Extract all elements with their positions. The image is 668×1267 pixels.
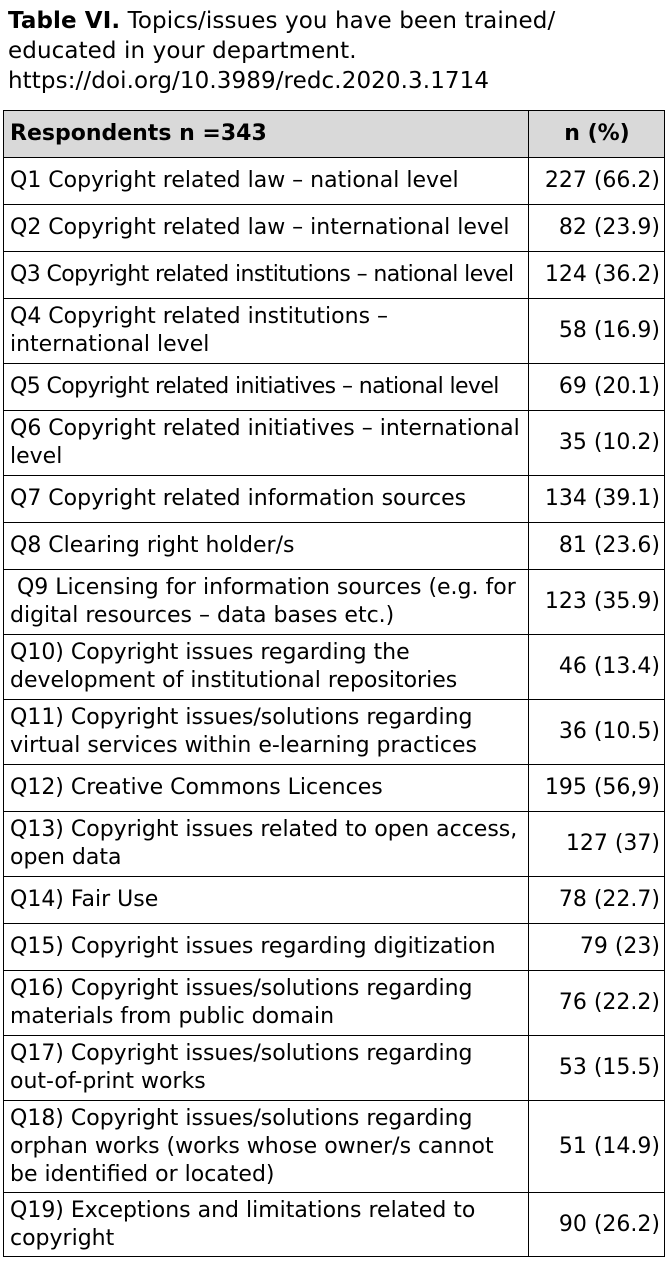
- value-cell: 69 (20.1): [528, 363, 665, 411]
- value-cell: 78 (22.7): [528, 876, 665, 924]
- respondents-header: Respondents n =343: [3, 110, 529, 158]
- topic-cell: Q4 Copyright related institutions – inte…: [3, 298, 529, 364]
- table-row: Q8 Clearing right holder/s 81 (23.6): [3, 522, 665, 570]
- table-row: Q13) Copyright issues related to open ac…: [3, 811, 665, 877]
- table-row: Q4 Copyright related institutions – inte…: [3, 298, 665, 364]
- table-row: Q7 Copyright related information sources…: [3, 475, 665, 523]
- table-title: Topics/issues you have been trained/ edu…: [8, 8, 556, 64]
- table-row: Q12) Creative Commons Licences 195 (56,9…: [3, 764, 665, 812]
- topic-cell: Q1 Copyright related law – national leve…: [3, 157, 529, 205]
- table-row: Q17) Copyright issues/solutions regardin…: [3, 1035, 665, 1101]
- value-cell: 82 (23.9): [528, 204, 665, 252]
- table-row: Q3 Copyright related institutions – nati…: [3, 251, 665, 299]
- topic-cell: Q8 Clearing right holder/s: [3, 522, 529, 570]
- table-row: Q11) Copyright issues/solutions regardin…: [3, 699, 665, 765]
- topic-cell: Q18) Copyright issues/solutions regardin…: [3, 1100, 529, 1193]
- table-row: Q5 Copyright related initiatives – natio…: [3, 363, 665, 411]
- table-row: Q15) Copyright issues regarding digitiza…: [3, 923, 665, 971]
- topic-cell: Q3 Copyright related institutions – nati…: [3, 251, 529, 299]
- results-table: Respondents n =343 n (%) Q1 Copyright re…: [3, 110, 665, 1257]
- topic-cell: Q7 Copyright related information sources: [3, 475, 529, 523]
- doi-link[interactable]: https://doi.org/10.3989/redc.2020.3.1714: [8, 68, 490, 94]
- topic-cell: Q11) Copyright issues/solutions regardin…: [3, 699, 529, 765]
- topic-cell: Q17) Copyright issues/solutions regardin…: [3, 1035, 529, 1101]
- table-label: Table VI.: [8, 8, 121, 34]
- value-cell: 124 (36.2): [528, 251, 665, 299]
- topic-cell: Q6 Copyright related initiatives – inter…: [3, 410, 529, 476]
- value-cell: 227 (66.2): [528, 157, 665, 205]
- topic-cell: Q14) Fair Use: [3, 876, 529, 924]
- topic-cell: Q16) Copyright issues/solutions regardin…: [3, 970, 529, 1036]
- header-row: Respondents n =343 n (%): [3, 110, 665, 158]
- topic-cell: Q9 Licensing for information sources (e.…: [3, 569, 529, 635]
- value-cell: 127 (37): [528, 811, 665, 877]
- table-row: Q2 Copyright related law – international…: [3, 204, 665, 252]
- table-row: Q19) Exceptions and limitations related …: [3, 1192, 665, 1257]
- topic-cell: Q2 Copyright related law – international…: [3, 204, 529, 252]
- value-cell: 36 (10.5): [528, 699, 665, 765]
- table-row: Q10) Copyright issues regarding the deve…: [3, 634, 665, 700]
- table-row: Q14) Fair Use 78 (22.7): [3, 876, 665, 924]
- topic-cell: Q10) Copyright issues regarding the deve…: [3, 634, 529, 700]
- topic-cell: Q5 Copyright related initiatives – natio…: [3, 363, 529, 411]
- value-cell: 35 (10.2): [528, 410, 665, 476]
- value-cell: 51 (14.9): [528, 1100, 665, 1193]
- value-cell: 90 (26.2): [528, 1192, 665, 1257]
- value-cell: 195 (56,9): [528, 764, 665, 812]
- value-cell: 123 (35.9): [528, 569, 665, 635]
- table-row: Q9 Licensing for information sources (e.…: [3, 569, 665, 635]
- table-row: Q18) Copyright issues/solutions regardin…: [3, 1100, 665, 1193]
- table-row: Q6 Copyright related initiatives – inter…: [3, 410, 665, 476]
- value-cell: 79 (23): [528, 923, 665, 971]
- topic-cell: Q19) Exceptions and limitations related …: [3, 1192, 529, 1257]
- value-cell: 81 (23.6): [528, 522, 665, 570]
- value-cell: 46 (13.4): [528, 634, 665, 700]
- table-row: Q1 Copyright related law – national leve…: [3, 157, 665, 205]
- value-cell: 134 (39.1): [528, 475, 665, 523]
- table-row: Q16) Copyright issues/solutions regardin…: [3, 970, 665, 1036]
- value-header: n (%): [528, 110, 665, 158]
- value-cell: 58 (16.9): [528, 298, 665, 364]
- value-cell: 53 (15.5): [528, 1035, 665, 1101]
- table-caption: Table VI. Topics/issues you have been tr…: [8, 6, 658, 96]
- topic-cell: Q13) Copyright issues related to open ac…: [3, 811, 529, 877]
- value-cell: 76 (22.2): [528, 970, 665, 1036]
- topic-cell: Q15) Copyright issues regarding digitiza…: [3, 923, 529, 971]
- topic-cell: Q12) Creative Commons Licences: [3, 764, 529, 812]
